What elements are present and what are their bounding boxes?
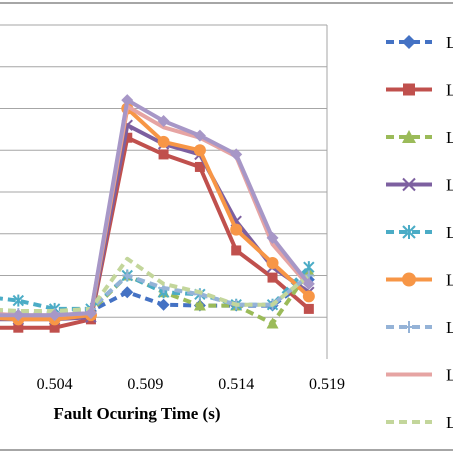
- data-point: [403, 321, 415, 333]
- legend-item: L: [386, 81, 453, 100]
- x-tick-label: 0.514: [218, 376, 254, 393]
- data-point: [303, 303, 314, 314]
- data-point: [403, 83, 415, 96]
- legend-item: L: [386, 33, 453, 52]
- data-point: [302, 290, 315, 303]
- data-point-stroke: [402, 177, 416, 192]
- legend-label: L: [446, 176, 453, 195]
- series-2: [0, 132, 314, 333]
- data-point: [158, 149, 169, 160]
- series-line: [0, 256, 311, 313]
- legend-label: L: [446, 366, 453, 385]
- data-point: [402, 225, 416, 239]
- data-point: [48, 309, 61, 322]
- data-point: [402, 272, 416, 287]
- data-point: [267, 272, 278, 283]
- data-point: [402, 35, 416, 49]
- x-tick-labels: 0.504 0.509 0.514 0.519: [37, 376, 345, 393]
- series-line: [0, 106, 311, 322]
- legend-item: L: [386, 223, 453, 242]
- legend-item: L: [386, 366, 453, 385]
- data-point: [302, 277, 315, 290]
- legend-item: L: [386, 318, 453, 337]
- legend-label: L: [446, 81, 453, 100]
- x-axis-label: Fault Ocuring Time (s): [53, 404, 220, 423]
- series-layer: [0, 94, 315, 333]
- legend-label: L: [446, 271, 453, 290]
- series-10: [0, 94, 315, 322]
- data-point: [266, 317, 279, 329]
- x-tick-label: 0.519: [309, 376, 345, 393]
- legend-label: L: [446, 413, 453, 432]
- data-point: [193, 129, 206, 142]
- data-point: [402, 177, 416, 192]
- data-point: [194, 161, 205, 172]
- legend-label: L: [446, 128, 453, 147]
- x-tick-label: 0.504: [37, 376, 73, 393]
- series-6: [0, 102, 315, 326]
- legend-label: L: [446, 223, 453, 242]
- legend-item: L: [386, 128, 453, 147]
- data-point: [230, 148, 243, 161]
- data-point: [13, 322, 24, 333]
- data-point: [193, 299, 206, 311]
- data-point: [231, 245, 242, 256]
- data-point: [12, 309, 25, 322]
- data-point: [122, 270, 133, 281]
- data-point: [230, 223, 243, 236]
- data-point: [193, 144, 206, 157]
- x-tick-label: 0.509: [127, 376, 163, 393]
- data-point: [121, 94, 134, 107]
- data-point: [157, 135, 170, 148]
- data-point: [84, 307, 97, 320]
- series-9: [0, 256, 311, 313]
- legend-label: L: [446, 33, 453, 52]
- series-line: [0, 98, 311, 318]
- legend: LLLLLLLLLL: [386, 33, 453, 432]
- legend-item: L: [386, 413, 453, 432]
- data-point: [49, 322, 60, 333]
- series-line: [0, 135, 311, 330]
- legend-item: L: [386, 271, 453, 290]
- data-point: [157, 298, 170, 311]
- data-point: [157, 115, 170, 128]
- data-point: [402, 130, 416, 143]
- series-line: [0, 273, 311, 316]
- legend-label: L: [446, 318, 453, 337]
- data-point: [12, 294, 25, 307]
- data-point: [266, 231, 279, 244]
- data-point: [121, 286, 134, 299]
- data-point: [122, 132, 133, 143]
- legend-item: L: [386, 176, 453, 195]
- data-point: [266, 256, 279, 269]
